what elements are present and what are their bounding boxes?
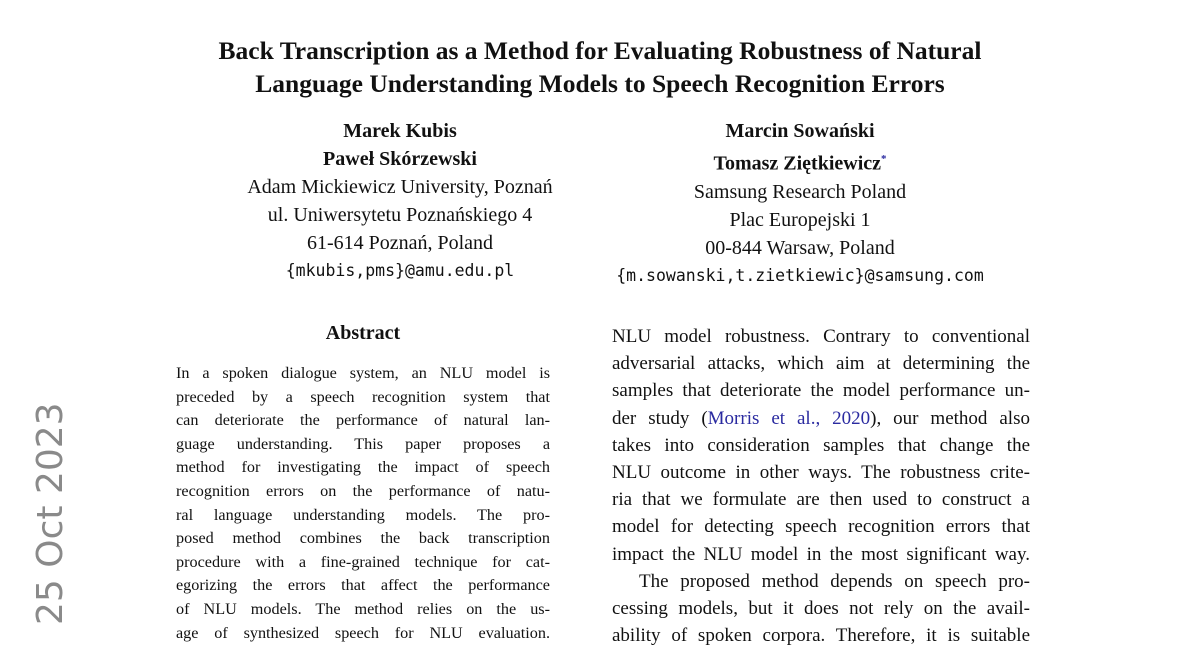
text-line: The proposed method depends on speech pr… [639, 570, 1030, 592]
text-line: preceded by a speech recognition system … [176, 387, 550, 406]
text-line: procedure with a fine-grained technique … [176, 552, 550, 571]
body-column-right: NLU model robustness. Contrary to conven… [612, 323, 1030, 649]
author-email: {m.sowanski,t.zietkiewic}@samsung.com [616, 265, 984, 285]
author-name: Paweł Skórzewski [323, 148, 477, 170]
text-line: ability of spoken corpora. Therefore, it… [612, 625, 1030, 647]
text-line-with-citation: der study (Morris et al., 2020), our met… [612, 405, 1030, 432]
paper-title: Back Transcription as a Method for Evalu… [0, 34, 1200, 100]
text-line: samples that deteriorate the model perfo… [612, 380, 1030, 402]
citation-link[interactable]: Morris et al., 2020 [707, 407, 871, 429]
arxiv-date-stamp: 25 Oct 2023 [30, 402, 71, 625]
footnote-mark[interactable]: * [881, 153, 887, 165]
text-line: recognition errors on the performance of… [176, 481, 550, 500]
text-line: NLU model robustness. Contrary to conven… [612, 326, 1030, 347]
text-line: impact the NLU model in the most signifi… [612, 543, 1030, 565]
text-line: egorizing the errors that affect the per… [176, 576, 550, 595]
author-name: Marcin Sowański [725, 120, 875, 142]
text-line: ral language understanding models. The p… [176, 505, 550, 524]
author-name-with-footnote: Tomasz Ziętkiewicz* [600, 145, 1000, 178]
author-name: Marek Kubis [343, 120, 457, 142]
abstract-heading: Abstract [325, 322, 401, 344]
affiliation-line: 61-614 Poznań, Poland [306, 232, 494, 254]
abstract-body: In a spoken dialogue system, an NLU mode… [176, 362, 550, 645]
text-line: cessing models, but it does not rely on … [612, 598, 1030, 620]
text-line: can deteriorate the performance of natur… [176, 411, 550, 430]
text-line: of NLU models. The method relies on the … [176, 599, 550, 618]
text-line: NLU outcome in other ways. The robustnes… [612, 462, 1030, 484]
affiliation-line: ul. Uniwersytetu Poznańskiego 4 [267, 204, 533, 226]
affiliation-line: Adam Mickiewicz University, Poznań [247, 176, 553, 198]
affiliation-line: Samsung Research Poland [693, 180, 907, 203]
text-span: der study ( [612, 407, 708, 429]
author-block-left: Marek Kubis Paweł Skórzewski Adam Mickie… [200, 117, 600, 285]
text-line: ria that we formulate are then used to c… [612, 489, 1030, 511]
text-span: ), our method also [870, 407, 1030, 429]
affiliation-line: Plac Europejski 1 [729, 208, 871, 231]
text-line: method for investigating the impact of s… [176, 458, 550, 477]
text-line: model for detecting speech recognition e… [612, 516, 1030, 538]
text-line: adversarial attacks, which aim at determ… [612, 353, 1030, 375]
title-line: Back Transcription as a Method for Evalu… [218, 36, 982, 65]
author-name: Tomasz Ziętkiewicz [713, 152, 882, 175]
affiliation-line: 00-844 Warsaw, Poland [705, 236, 895, 259]
text-line: posed method combines the back transcrip… [176, 529, 550, 548]
text-line: guage understanding. This paper proposes… [176, 434, 550, 453]
author-block-right: Marcin Sowański Tomasz Ziętkiewicz* Sams… [600, 117, 1000, 290]
author-email: {mkubis,pms}@amu.edu.pl [285, 261, 515, 280]
text-line: age of synthesized speech for NLU evalua… [176, 623, 550, 642]
text-line: In a spoken dialogue system, an NLU mode… [176, 364, 550, 382]
title-line: Language Understanding Models to Speech … [255, 69, 945, 98]
text-line: takes into consideration samples that ch… [612, 434, 1030, 456]
